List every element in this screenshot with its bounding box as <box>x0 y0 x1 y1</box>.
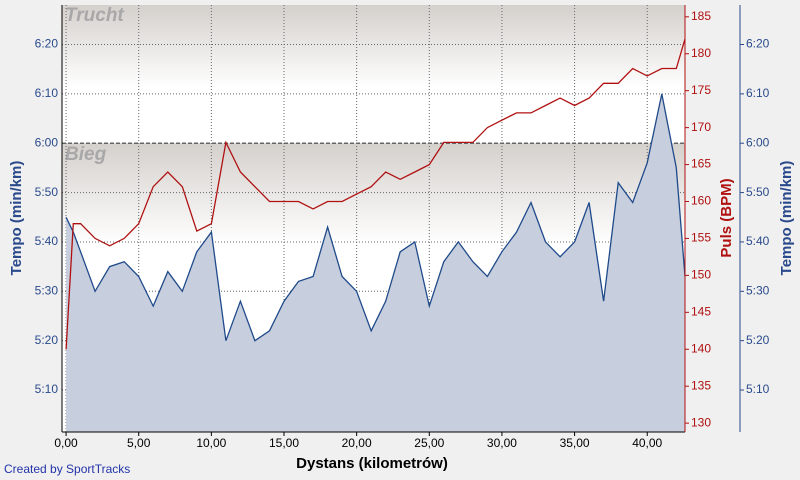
x-tick-label: 5,00 <box>127 436 151 450</box>
y2-tick-label: 145 <box>691 304 711 318</box>
x-axis-label: Dystans (kilometrów) <box>296 455 448 472</box>
zone-top <box>62 5 685 144</box>
y3-tick-label: 5:40 <box>746 234 770 248</box>
zone-label: Trucht <box>65 5 124 26</box>
zone-label: Bieg <box>65 144 107 165</box>
y3-tick-label: 5:10 <box>746 382 770 396</box>
y3-axis-label: Tempo (min/km) <box>778 161 795 276</box>
y3-tick-label: 6:10 <box>746 86 770 100</box>
y-tick-label: 5:40 <box>35 234 59 248</box>
y2-tick-label: 165 <box>691 157 711 171</box>
y-tick-label: 5:20 <box>35 333 59 347</box>
line <box>65 93 686 342</box>
y3-tick-label: 6:00 <box>746 135 770 149</box>
y2-tick-label: 180 <box>691 46 711 60</box>
y2-axis-label: Puls (BPM) <box>718 178 735 257</box>
y-tick-label: 6:10 <box>35 86 59 100</box>
y2-tick-label: 155 <box>691 231 711 245</box>
y-tick-label: 5:10 <box>35 382 59 396</box>
x-tick-label: 30,00 <box>487 436 517 450</box>
y-tick-label: 6:20 <box>35 37 59 51</box>
y3-tick-label: 6:20 <box>746 37 770 51</box>
y-tick-label: 6:00 <box>35 135 59 149</box>
y2-tick-label: 140 <box>691 341 711 355</box>
y-axis-label: Tempo (min/km) <box>8 161 25 276</box>
y3-tick-label: 5:50 <box>746 185 770 199</box>
area <box>66 93 685 433</box>
x-tick-label: 25,00 <box>414 436 444 450</box>
x-tick-label: 0,00 <box>54 436 78 450</box>
y3-tick-label: 5:20 <box>746 333 770 347</box>
x-tick-label: 40,00 <box>632 436 662 450</box>
y2-tick-label: 170 <box>691 120 711 134</box>
x-tick-label: 10,00 <box>196 436 226 450</box>
y-tick-label: 5:30 <box>35 283 59 297</box>
x-tick-label: 20,00 <box>342 436 372 450</box>
y2-tick-label: 150 <box>691 268 711 282</box>
line <box>65 38 686 350</box>
y2-tick-label: 130 <box>691 415 711 429</box>
y3-tick-label: 5:30 <box>746 283 770 297</box>
y2-tick-label: 135 <box>691 378 711 392</box>
y-tick-label: 5:50 <box>35 185 59 199</box>
y2-tick-label: 160 <box>691 194 711 208</box>
y2-tick-label: 185 <box>691 9 711 23</box>
y2-tick-label: 175 <box>691 83 711 97</box>
x-tick-label: 35,00 <box>560 436 590 450</box>
credit: Created by SportTracks <box>4 462 130 476</box>
x-tick-label: 15,00 <box>269 436 299 450</box>
